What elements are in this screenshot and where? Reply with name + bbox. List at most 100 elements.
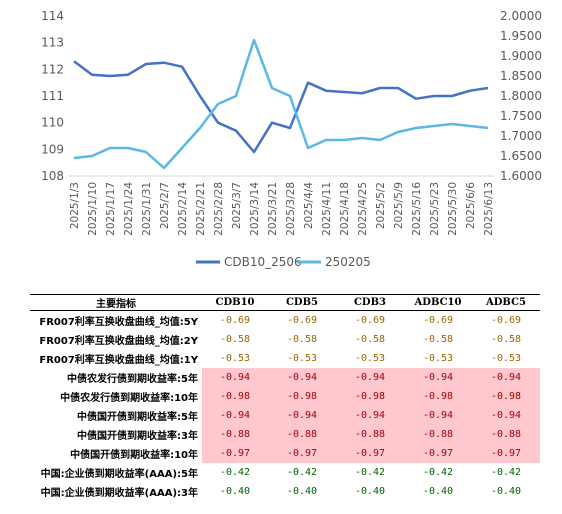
correlation-value: -0.69	[490, 315, 522, 326]
legend-label: CDB10_2506	[224, 255, 302, 269]
header-indicator: 主要指标	[30, 294, 202, 311]
x-tick-label: 2025/1/24	[123, 182, 135, 236]
row-indicator-name: FR007利率互换收盘曲线_均值:2Y	[39, 336, 198, 347]
correlation-value: -0.53	[354, 353, 386, 364]
header-bond: ADBC10	[404, 294, 472, 311]
table-row: 中国:企业债到期收益率(AAA):5年 -0.42 -0.42 -0.42 -0.42 -…	[30, 463, 540, 482]
y-axis-right: 1.6000 1.6500 1.7000 1.7500 1.8000 1.8500 1.90…	[500, 9, 542, 183]
table-row: 中债国开债到期收益率:3年 -0.88 -0.88 -0.88 -0.88 -0.88	[30, 425, 540, 444]
header-bond: ADBC5	[472, 294, 540, 311]
x-tick-label: 2025/2/7	[159, 182, 171, 229]
correlation-value: -0.88	[336, 425, 404, 444]
correlation-value: -0.94	[202, 406, 268, 425]
x-tick-label: 2025/5/9	[393, 182, 405, 229]
y-right-tick-label: 2.0000	[500, 9, 542, 23]
correlation-value: -0.94	[202, 368, 268, 387]
table-body: FR007利率互换收盘曲线_均值:5Y -0.69 -0.69 -0.69 -0.69 -…	[30, 311, 540, 502]
row-indicator-name: 中债国开债到期收益率:5年	[77, 412, 198, 423]
header-bond: CDB5	[268, 294, 336, 311]
header-bond: CDB10	[202, 294, 268, 311]
y-right-tick-label: 1.7500	[500, 109, 542, 123]
y-right-tick-label: 1.9000	[500, 49, 542, 63]
y-right-tick-label: 1.8000	[500, 89, 542, 103]
correlation-value: -0.94	[336, 368, 404, 387]
correlation-value: -0.42	[286, 467, 318, 478]
x-tick-label: 2025/4/4	[303, 182, 315, 229]
correlation-value: -0.98	[472, 387, 540, 406]
correlation-value: -0.94	[268, 368, 336, 387]
x-tick-label: 2025/1/3	[69, 182, 81, 229]
row-indicator-name: 中债农发行债到期收益率:10年	[60, 393, 198, 404]
table-row: 中债国开债到期收益率:10年 -0.97 -0.97 -0.97 -0.97 -0.97	[30, 444, 540, 463]
correlation-value: -0.40	[219, 486, 251, 497]
y-right-tick-label: 1.6500	[500, 149, 542, 163]
correlation-value: -0.88	[202, 425, 268, 444]
x-tick-label: 2025/2/21	[195, 182, 207, 236]
correlation-value: -0.40	[490, 486, 522, 497]
x-tick-label: 2025/1/10	[87, 182, 99, 236]
correlation-value: -0.98	[404, 387, 472, 406]
correlation-value: -0.58	[490, 334, 522, 345]
correlation-value: -0.40	[354, 486, 386, 497]
correlation-value: -0.97	[404, 444, 472, 463]
row-indicator-name: 中债国开债到期收益率:10年	[70, 450, 198, 461]
correlation-value: -0.53	[286, 353, 318, 364]
x-tick-label: 2025/5/16	[411, 182, 423, 236]
correlation-value: -0.53	[490, 353, 522, 364]
correlation-value: -0.58	[354, 334, 386, 345]
series-line-250205	[73, 38, 489, 170]
correlation-value: -0.94	[472, 368, 540, 387]
correlation-value: -0.97	[268, 444, 336, 463]
series-line-cdb10-2506	[73, 60, 489, 154]
correlation-value: -0.98	[336, 387, 404, 406]
correlation-value: -0.98	[268, 387, 336, 406]
y-left-tick-label: 114	[41, 9, 64, 23]
table-row: FR007利率互换收盘曲线_均值:5Y -0.69 -0.69 -0.69 -0.69 -…	[30, 311, 540, 331]
correlation-value: -0.88	[472, 425, 540, 444]
correlation-value: -0.94	[404, 368, 472, 387]
x-tick-label: 2025/3/14	[249, 182, 261, 236]
row-indicator-name: 中债国开债到期收益率:3年	[77, 431, 198, 442]
table-row: FR007利率互换收盘曲线_均值:2Y -0.58 -0.58 -0.58 -0.58 -…	[30, 330, 540, 349]
correlation-value: -0.58	[219, 334, 251, 345]
x-tick-label: 2025/3/7	[231, 182, 243, 229]
x-tick-label: 2025/6/6	[465, 182, 477, 229]
correlation-value: -0.42	[354, 467, 386, 478]
x-tick-label: 2025/6/13	[483, 182, 495, 236]
legend: CDB10_2506 250205	[196, 255, 371, 269]
row-indicator-name: FR007利率互换收盘曲线_均值:1Y	[39, 355, 198, 366]
x-tick-label: 2025/4/11	[321, 182, 333, 236]
x-tick-label: 2025/5/30	[447, 182, 459, 236]
y-left-tick-label: 110	[41, 116, 64, 130]
y-left-tick-label: 109	[41, 142, 64, 156]
row-indicator-name: 中债农发行债到期收益率:5年	[67, 374, 198, 385]
header-bond: CDB3	[336, 294, 404, 311]
x-tick-label: 2025/4/25	[357, 182, 369, 236]
correlation-value: -0.69	[422, 315, 454, 326]
x-tick-label: 2025/5/2	[375, 182, 387, 229]
y-left-tick-label: 111	[41, 89, 64, 103]
correlation-value: -0.42	[422, 467, 454, 478]
correlation-value: -0.98	[202, 387, 268, 406]
correlation-value: -0.69	[354, 315, 386, 326]
table-row: 中债农发行债到期收益率:10年 -0.98 -0.98 -0.98 -0.98 -0.98	[30, 387, 540, 406]
legend-label: 250205	[325, 255, 371, 269]
correlation-value: -0.97	[472, 444, 540, 463]
table-row: 中国:企业债到期收益率(AAA):3年 -0.40 -0.40 -0.40 -0.40 -…	[30, 482, 540, 501]
x-tick-label: 2025/3/21	[267, 182, 279, 236]
correlation-value: -0.40	[286, 486, 318, 497]
correlation-value: -0.42	[219, 467, 251, 478]
correlation-value: -0.97	[202, 444, 268, 463]
correlation-value: -0.94	[404, 406, 472, 425]
table-row: 中债国开债到期收益率:5年 -0.94 -0.94 -0.94 -0.94 -0.94	[30, 406, 540, 425]
series-layer	[73, 38, 489, 170]
row-indicator-name: 中国:企业债到期收益率(AAA):5年	[40, 469, 198, 480]
x-tick-label: 2025/2/28	[213, 182, 225, 236]
correlation-value: -0.88	[404, 425, 472, 444]
y-left-tick-label: 112	[41, 62, 64, 76]
correlation-table: 主要指标 CDB10 CDB5 CDB3 ADBC10 ADBC5 FR007利率互换收盘…	[30, 294, 540, 501]
table-row: FR007利率互换收盘曲线_均值:1Y -0.53 -0.53 -0.53 -0.53 -…	[30, 349, 540, 368]
x-tick-label: 2025/2/14	[177, 182, 189, 236]
y-right-tick-label: 1.9500	[500, 29, 542, 43]
x-tick-label: 2025/5/23	[429, 182, 441, 236]
